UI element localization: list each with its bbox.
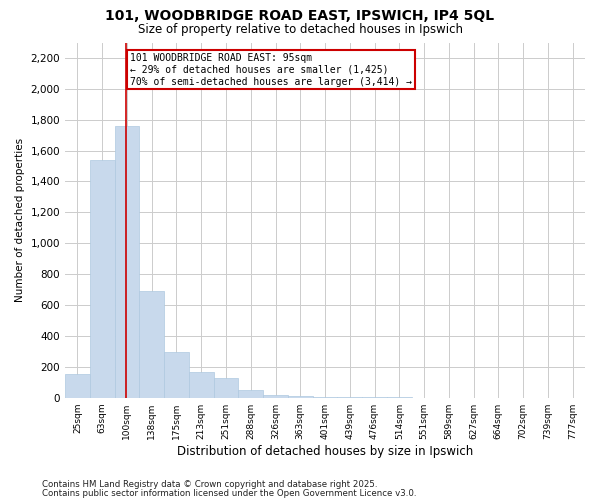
Text: 101, WOODBRIDGE ROAD EAST, IPSWICH, IP4 5QL: 101, WOODBRIDGE ROAD EAST, IPSWICH, IP4 … bbox=[106, 9, 494, 23]
Bar bbox=[288, 396, 313, 398]
Bar bbox=[139, 291, 164, 398]
Bar bbox=[263, 394, 288, 398]
Text: Size of property relative to detached houses in Ipswich: Size of property relative to detached ho… bbox=[137, 22, 463, 36]
Text: Contains HM Land Registry data © Crown copyright and database right 2025.: Contains HM Land Registry data © Crown c… bbox=[42, 480, 377, 489]
Bar bbox=[164, 352, 189, 398]
Text: 101 WOODBRIDGE ROAD EAST: 95sqm
← 29% of detached houses are smaller (1,425)
70%: 101 WOODBRIDGE ROAD EAST: 95sqm ← 29% of… bbox=[130, 54, 412, 86]
Y-axis label: Number of detached properties: Number of detached properties bbox=[15, 138, 25, 302]
Bar bbox=[115, 126, 139, 398]
X-axis label: Distribution of detached houses by size in Ipswich: Distribution of detached houses by size … bbox=[177, 444, 473, 458]
Bar bbox=[90, 160, 115, 398]
Bar bbox=[214, 378, 238, 398]
Bar bbox=[189, 372, 214, 398]
Bar bbox=[65, 374, 90, 398]
Text: Contains public sector information licensed under the Open Government Licence v3: Contains public sector information licen… bbox=[42, 488, 416, 498]
Bar bbox=[313, 397, 337, 398]
Bar bbox=[238, 390, 263, 398]
